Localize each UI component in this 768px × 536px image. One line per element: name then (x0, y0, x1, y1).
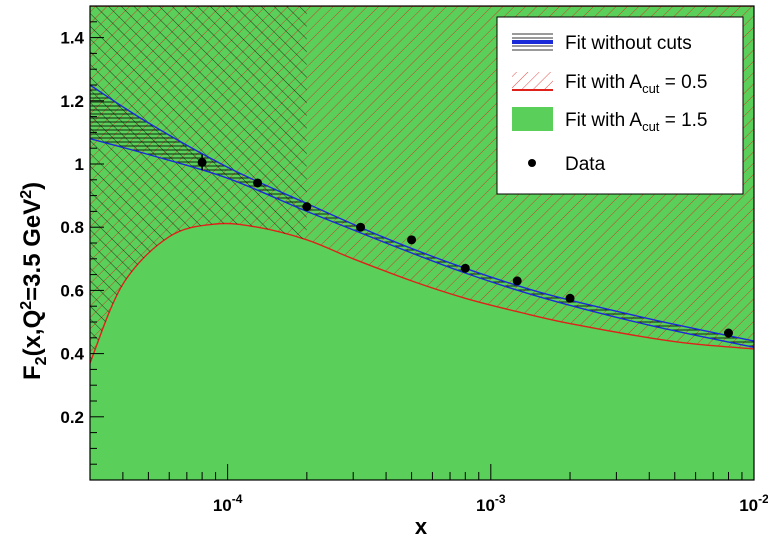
legend-label: Fit with Acut = 0.5 (565, 72, 708, 96)
data-points-group (197, 154, 733, 338)
data-point (512, 276, 522, 286)
nocuts-lower-edge (90, 138, 754, 348)
y-axis: 0.2 0.4 0.6 0.8 1 1.2 1.4 (60, 21, 104, 465)
legend-item-cut05: Fit with Acut = 0.5 (512, 72, 708, 96)
y-tick-label: 1.4 (60, 29, 84, 48)
x-axis: 10-4 10-3 10-2 (89, 464, 768, 515)
data-point (407, 235, 417, 245)
data-point (460, 263, 470, 273)
legend-label: Fit with Acut = 1.5 (565, 110, 708, 134)
legend-marker-data (528, 159, 536, 167)
data-point (197, 157, 207, 167)
band-nocuts-group (90, 84, 754, 348)
legend-item-nocuts: Fit without cuts (512, 33, 692, 54)
y-tick-label: 0.6 (60, 281, 84, 300)
legend-label: Data (565, 154, 606, 175)
data-point (723, 328, 733, 338)
legend-swatch-cut05 (512, 72, 553, 90)
y-axis-title: F2(x,Q2=3.5 GeV2) (18, 182, 50, 380)
data-point (253, 178, 263, 188)
data-point (302, 202, 312, 212)
y-tick-label: 0.4 (60, 345, 84, 364)
x-tick-label: 10-3 (476, 492, 506, 515)
x-axis-title: x (415, 514, 428, 536)
legend-item-cut15: Fit with Acut = 1.5 (512, 107, 708, 134)
legend-label: Fit without cuts (565, 33, 692, 54)
x-tick-label: 10-4 (213, 492, 243, 515)
y-tick-label: 1.2 (60, 92, 84, 111)
x-tick-label: 10-2 (739, 492, 768, 515)
legend-swatch-cut15 (512, 107, 553, 131)
legend: Fit without cuts Fit with Acut = 0.5 Fit w… (496, 16, 744, 195)
data-point (356, 222, 366, 232)
y-tick-label: 0.8 (60, 218, 84, 237)
legend-item-data: Data (528, 154, 606, 175)
data-point (565, 293, 575, 303)
overlap-hatch (90, 6, 307, 364)
y-tick-label: 0.2 (60, 408, 84, 427)
nocuts-upper-edge (90, 84, 754, 342)
y-tick-label: 1 (75, 155, 84, 174)
